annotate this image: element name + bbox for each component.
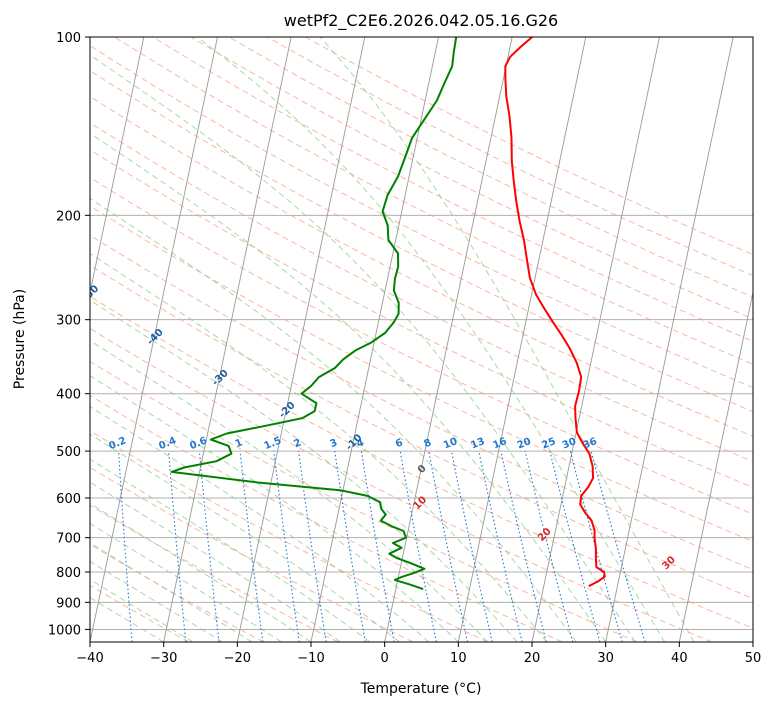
moist-adiabat-line — [90, 252, 548, 642]
mixing-ratio-line — [399, 451, 437, 642]
y-tick-label: 600 — [56, 492, 81, 507]
mixing-ratio-line — [478, 450, 523, 642]
x-tick-label: 30 — [597, 651, 614, 666]
moist-adiabat-line — [319, 37, 695, 642]
y-tick-label: 400 — [56, 388, 81, 403]
x-tick-label: −10 — [297, 651, 324, 666]
y-tick-label: 500 — [56, 445, 81, 460]
x-tick-label: 40 — [671, 651, 688, 666]
mixing-ratio-label: 16 — [491, 436, 508, 451]
moist-adiabat-line — [90, 375, 459, 642]
dry-adiabat-line — [90, 264, 753, 600]
y-tick-label: 800 — [56, 566, 81, 581]
sounding-profiles — [170, 37, 606, 591]
dry-adiabat-line — [90, 45, 753, 389]
axis-ticks: −40 −30 −20 −10 0 10 20 30 40 50 100 200 300 400 500 60… — [48, 31, 761, 666]
x-tick-label: −40 — [76, 651, 103, 666]
mixing-ratio-label: 25 — [540, 436, 557, 451]
mixing-ratio-label: 20 — [516, 436, 533, 451]
mixing-ratio-label: 36 — [582, 436, 599, 451]
isotherm-line — [90, 37, 145, 295]
moist-adiabat-line — [90, 542, 253, 642]
dry-adiabat-line — [114, 37, 753, 365]
isotherm-line — [531, 37, 660, 642]
dry-adiabat-line — [90, 584, 190, 642]
isotherm-line — [678, 290, 753, 642]
mixing-ratio-label: 13 — [469, 436, 486, 451]
moist-adiabat-line — [90, 502, 312, 642]
plot-area — [90, 37, 753, 642]
isotherm-line — [90, 37, 218, 642]
x-tick-label: 10 — [450, 651, 467, 666]
dry-adiabat-line — [228, 37, 753, 298]
mixing-ratio-line — [500, 450, 547, 642]
moist-adiabat-line — [90, 197, 577, 642]
y-axis-label: Pressure (hPa) — [12, 289, 28, 389]
dry-adiabat-line — [90, 327, 712, 642]
mixing-ratio-label: 3 — [329, 437, 340, 450]
mixing-ratio-line — [198, 451, 220, 642]
moist-adiabat-line — [90, 481, 341, 642]
isotherm-label: -50 — [81, 283, 102, 304]
y-tick-label: 900 — [56, 596, 81, 611]
x-tick-label: 20 — [524, 651, 541, 666]
mixing-ratio-lines — [118, 450, 646, 642]
isotherm-line — [457, 37, 587, 642]
mixing-ratio-label: 10 — [442, 436, 459, 451]
moist-adiabat-line — [90, 522, 282, 642]
moist-adiabat-line — [196, 37, 666, 642]
isotherm-line — [605, 37, 734, 642]
y-tick-label: 700 — [56, 532, 81, 547]
isotherm-line — [236, 37, 366, 642]
plot-frame — [89, 36, 754, 643]
y-tick-label: 200 — [56, 209, 81, 224]
dry-adiabat-line — [90, 95, 753, 437]
chart-title: wetPf2_C2E6.2026.042.05.16.G26 — [284, 11, 558, 31]
x-tick-label: 0 — [381, 651, 389, 666]
y-tick-label: 100 — [56, 31, 81, 46]
mixing-ratio-line — [298, 451, 327, 642]
mixing-ratio-line — [549, 450, 601, 642]
mixing-ratio-line — [239, 451, 264, 642]
dry-adiabat-line — [90, 466, 414, 642]
dry-adiabat-line — [90, 176, 753, 515]
mixing-ratio-line — [168, 451, 187, 642]
mixing-ratio-label: 4 — [355, 437, 366, 450]
mixing-ratio-label: 6 — [394, 437, 405, 450]
mixing-ratio-label: 1 — [234, 437, 245, 450]
mixing-ratio-line — [428, 451, 469, 642]
dry-adiabat-line — [90, 205, 753, 542]
isotherm-line — [163, 37, 292, 642]
x-tick-label: −20 — [224, 651, 251, 666]
moist-adiabat-line — [90, 132, 607, 642]
temperature-profile-line — [504, 37, 606, 587]
dry-adiabat-line — [90, 504, 339, 642]
mixing-ratio-label: 8 — [423, 437, 434, 450]
dewpoint-profile-line — [170, 37, 458, 591]
mixing-ratio-line — [273, 451, 300, 642]
mixing-ratio-line — [590, 450, 646, 642]
isotherm-line — [384, 37, 513, 642]
x-axis-label: Temperature (°C) — [360, 681, 482, 697]
dry-adiabat-line — [90, 394, 563, 642]
x-tick-label: 50 — [745, 651, 762, 666]
mixing-ratio-label: 30 — [561, 436, 578, 451]
moist-adiabat-line — [90, 54, 636, 642]
mixing-ratio-line — [524, 450, 574, 642]
moist-adiabat-line — [90, 405, 430, 642]
mixing-ratio-label: 2 — [292, 437, 303, 450]
mixing-ratio-line — [450, 450, 493, 642]
dry-adiabat-line — [90, 295, 753, 629]
x-tick-label: −30 — [150, 651, 177, 666]
moist-adiabat-line — [90, 340, 489, 642]
moist-adiabat-line — [90, 299, 518, 642]
dry-adiabat-line — [90, 122, 753, 463]
pressure-gridlines — [90, 37, 753, 630]
y-tick-label: 300 — [56, 314, 81, 329]
y-tick-label: 1000 — [48, 623, 81, 638]
